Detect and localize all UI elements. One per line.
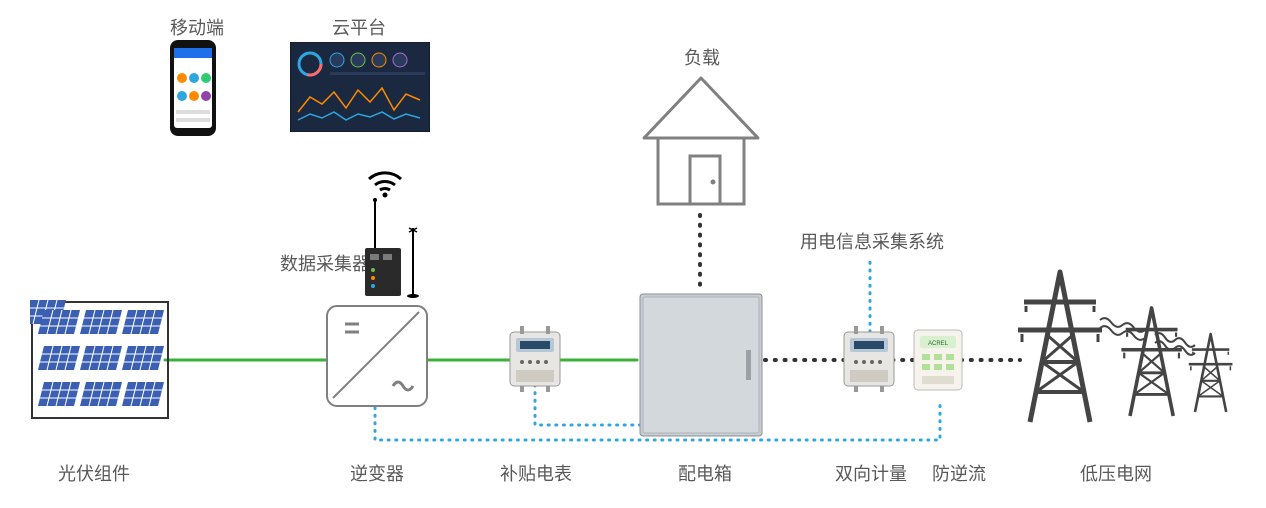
inverter-label: 逆变器 (350, 460, 404, 486)
pv-label: 光伏组件 (58, 460, 130, 486)
cloud-icon (290, 42, 430, 137)
grid-icon (1010, 262, 1240, 447)
mobile-icon (168, 38, 218, 143)
inverter-icon (323, 302, 431, 415)
info-sys-label: 用电信息采集系统 (800, 228, 944, 254)
collector-label: 数据采集器 (280, 250, 370, 276)
dist-box-icon (636, 290, 766, 445)
mobile-label: 移动端 (170, 14, 224, 40)
collector-icon (365, 198, 435, 303)
pv-icon (30, 300, 170, 425)
load-icon (636, 72, 766, 217)
bi-meter-label: 双向计量 (835, 460, 907, 486)
anti-rev-icon: ACREL (908, 326, 968, 399)
subsidy-meter-label: 补贴电表 (500, 460, 572, 486)
bi-meter-icon (840, 326, 898, 397)
svg-text:ACREL: ACREL (928, 341, 949, 347)
grid-label: 低压电网 (1080, 460, 1152, 486)
cloud-label: 云平台 (332, 14, 386, 40)
load-label: 负载 (684, 44, 720, 70)
anti-rev-label: 防逆流 (932, 460, 986, 486)
subsidy-meter-icon (506, 326, 564, 397)
dist-box-label: 配电箱 (678, 460, 732, 486)
